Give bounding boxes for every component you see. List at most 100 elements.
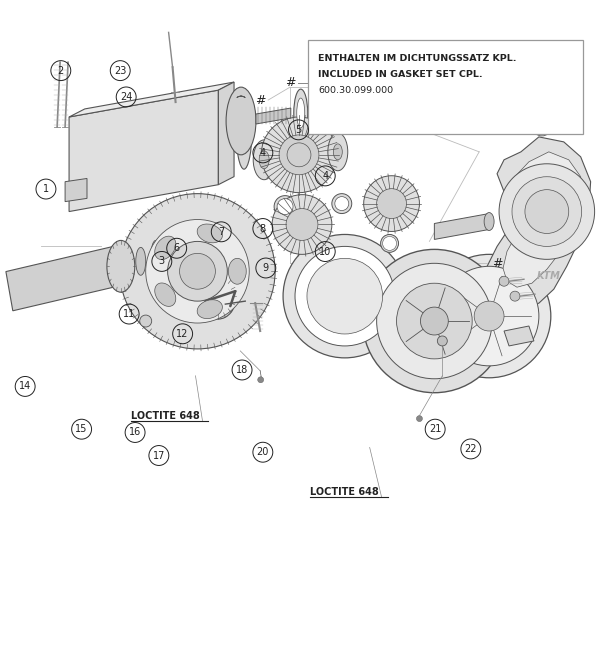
FancyBboxPatch shape [308,40,583,134]
Ellipse shape [274,196,296,217]
Text: 17: 17 [153,451,165,461]
Ellipse shape [187,245,204,286]
Text: #: # [255,94,266,106]
Text: #: # [492,257,502,270]
Text: 10: 10 [319,247,331,256]
Circle shape [295,247,395,346]
Text: 20: 20 [257,447,269,457]
Ellipse shape [236,89,252,169]
Circle shape [363,249,506,393]
Ellipse shape [328,133,348,171]
Text: LOCTITE 648: LOCTITE 648 [131,410,199,420]
Circle shape [499,164,595,259]
Circle shape [417,416,423,422]
Text: 11: 11 [123,309,136,319]
Circle shape [439,266,539,366]
Circle shape [120,194,275,349]
Text: ENTHALTEN IM DICHTUNGSSATZ KPL.: ENTHALTEN IM DICHTUNGSSATZ KPL. [318,54,516,63]
Ellipse shape [165,243,176,267]
Text: 18: 18 [236,365,248,375]
Ellipse shape [532,118,552,136]
Circle shape [168,241,227,301]
Polygon shape [256,108,291,124]
Ellipse shape [150,241,161,276]
Polygon shape [69,82,234,117]
Text: 600.30.099.000: 600.30.099.000 [318,86,393,95]
Text: 8: 8 [260,223,266,233]
Text: 3: 3 [159,256,165,266]
Circle shape [287,143,311,167]
Text: 15: 15 [75,424,88,434]
Circle shape [420,307,448,335]
Polygon shape [435,214,489,239]
Circle shape [512,176,581,247]
Circle shape [427,254,551,378]
Circle shape [258,377,264,383]
Circle shape [307,258,383,334]
Ellipse shape [484,213,494,231]
Circle shape [525,190,569,233]
Circle shape [396,283,472,359]
Circle shape [286,209,318,241]
Text: LOCTITE 648: LOCTITE 648 [310,487,378,497]
Polygon shape [219,82,234,184]
Text: 9: 9 [263,263,269,273]
Circle shape [377,188,407,219]
Text: INCLUDED IN GASKET SET CPL.: INCLUDED IN GASKET SET CPL. [318,70,482,79]
Ellipse shape [226,87,256,155]
Ellipse shape [253,140,275,180]
Text: 2: 2 [58,65,64,75]
Text: 12: 12 [177,329,189,339]
Circle shape [261,117,337,192]
Text: 24: 24 [120,92,133,102]
Polygon shape [69,90,219,212]
Text: 4: 4 [322,171,328,181]
Text: 4: 4 [260,148,266,158]
Circle shape [180,253,216,290]
Text: #: # [285,76,296,89]
Ellipse shape [381,235,399,253]
Polygon shape [65,178,87,202]
Ellipse shape [259,151,269,169]
Ellipse shape [332,194,352,214]
Ellipse shape [155,236,176,260]
Circle shape [277,198,293,215]
Circle shape [474,301,504,331]
Circle shape [499,276,509,286]
Circle shape [383,237,396,251]
Circle shape [335,196,349,211]
Ellipse shape [294,89,307,137]
Text: 21: 21 [429,424,441,434]
Ellipse shape [197,299,223,319]
Text: 1: 1 [43,184,49,194]
Text: 14: 14 [19,381,31,391]
Circle shape [146,219,249,323]
Circle shape [272,194,332,254]
Text: 7: 7 [218,227,224,237]
Text: 5: 5 [296,125,301,135]
Polygon shape [504,326,534,346]
Ellipse shape [201,273,236,319]
Circle shape [438,336,447,346]
Polygon shape [6,227,204,311]
Circle shape [364,176,420,231]
Text: 16: 16 [129,428,141,438]
Circle shape [140,315,152,327]
Text: 6: 6 [174,243,180,253]
Ellipse shape [333,144,342,160]
Text: KTM: KTM [537,271,561,281]
Ellipse shape [107,241,135,292]
Polygon shape [187,247,225,279]
Circle shape [283,235,407,358]
Text: 23: 23 [114,65,127,75]
Ellipse shape [197,224,223,243]
Polygon shape [484,137,590,311]
Circle shape [279,135,319,175]
Ellipse shape [297,98,304,128]
Ellipse shape [136,247,146,275]
Ellipse shape [155,283,176,307]
Polygon shape [503,152,583,287]
Circle shape [510,292,520,301]
Text: 22: 22 [464,444,477,454]
Ellipse shape [228,258,246,284]
